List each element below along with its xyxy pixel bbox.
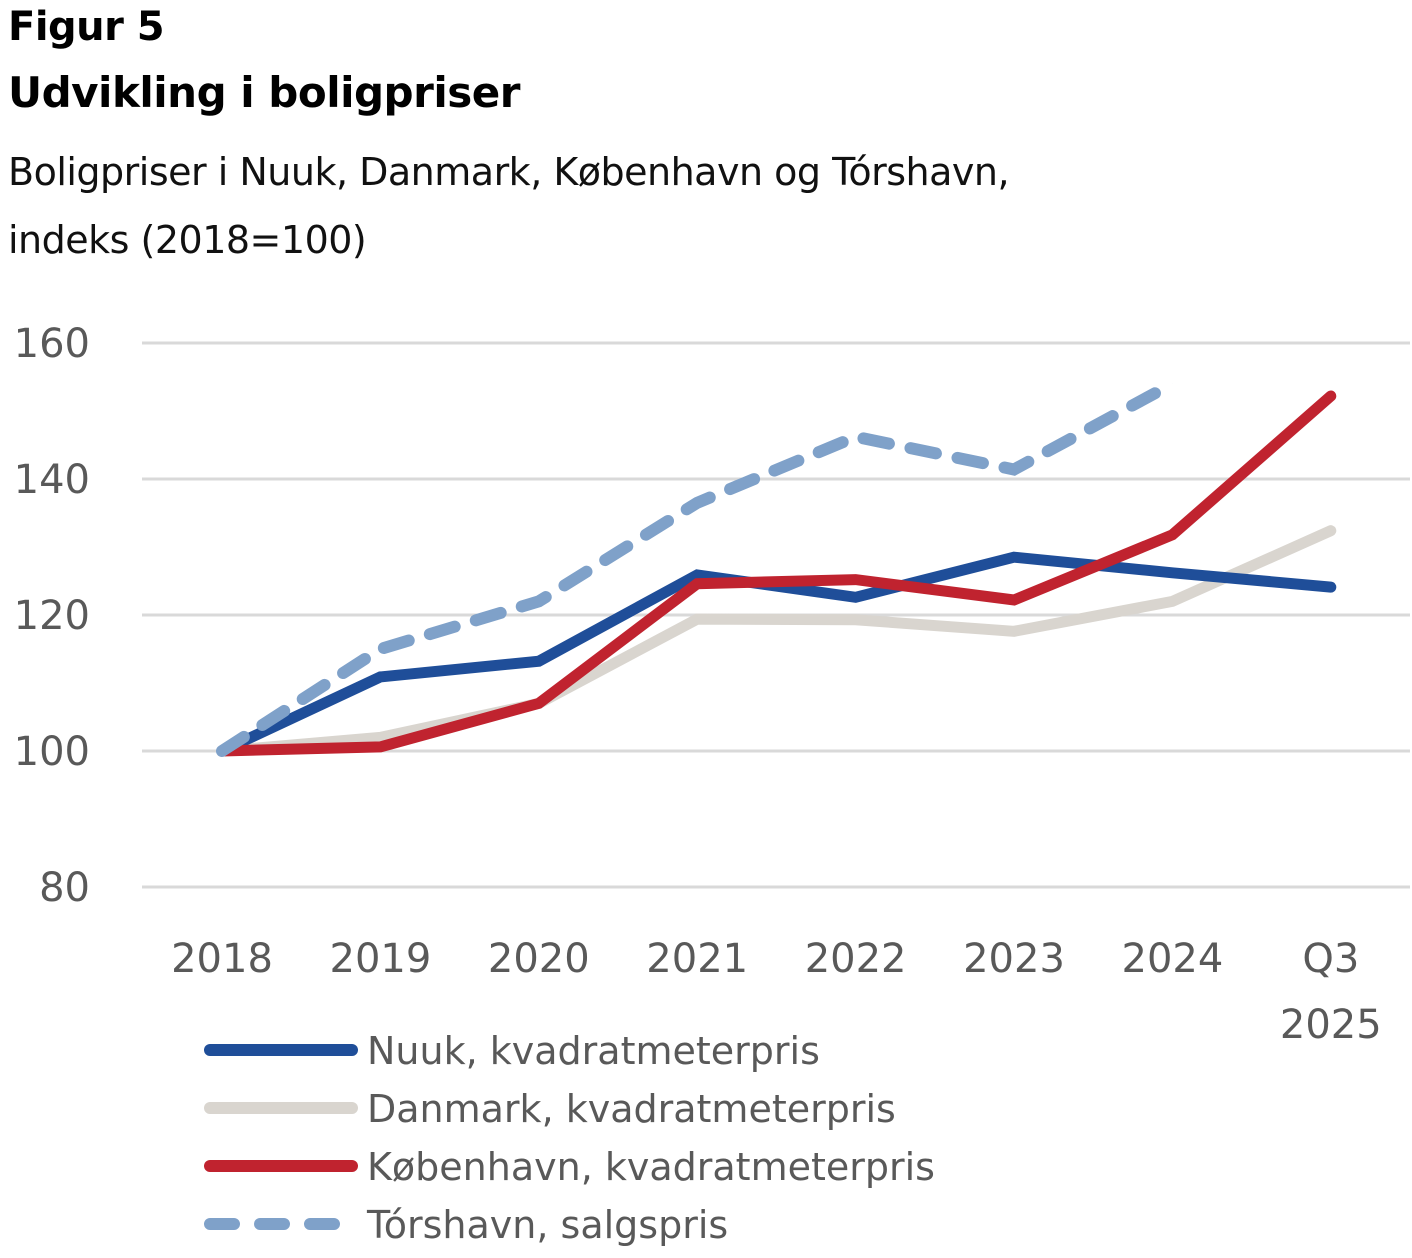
legend-label-3: Tórshavn, salgspris	[366, 1203, 728, 1247]
y-tick-label: 120	[14, 593, 90, 639]
x-axis: 2018 2019 2020 2021 2022 2023 2024 Q3 2025	[171, 936, 1382, 1048]
x-tick-label: 2023	[963, 936, 1065, 982]
y-tick-label: 80	[39, 865, 90, 911]
chart-title: Udvikling i boligpriser	[8, 68, 520, 117]
y-tick-label: 160	[14, 321, 90, 367]
subtitle-line-1: Boligpriser i Nuuk, Danmark, København o…	[8, 150, 1010, 194]
series-lines	[216, 377, 1337, 757]
figure-label: Figur 5	[8, 4, 165, 50]
x-tick-label: 2019	[330, 936, 432, 982]
chart-subtitle: Boligpriser i Nuuk, Danmark, København o…	[8, 138, 1208, 274]
x-tick-label: 2018	[171, 936, 273, 982]
y-tick-label: 140	[14, 457, 90, 503]
legend-label-2: København, kvadratmeterpris	[367, 1145, 935, 1189]
legend-label-0: Nuuk, kvadratmeterpris	[367, 1029, 820, 1073]
x-tick-label: 2024	[1122, 936, 1224, 982]
series-line-1	[216, 525, 1337, 757]
x-tick-label: Q3	[1302, 936, 1359, 982]
legend-label-1: Danmark, kvadratmeterpris	[367, 1087, 896, 1131]
series-line-2	[216, 390, 1337, 757]
x-tick-label: 2020	[488, 936, 590, 982]
subtitle-line-2: indeks (2018=100)	[8, 218, 367, 262]
y-axis: 80 100 120 140 160	[14, 321, 90, 911]
x-tick-label: 2021	[646, 936, 748, 982]
y-tick-label: 100	[14, 729, 90, 775]
series-line-3	[216, 377, 1179, 757]
legend: Nuuk, kvadratmeterpris Danmark, kvadratme…	[204, 1029, 935, 1247]
x-tick-label: 2025	[1280, 1002, 1382, 1048]
x-tick-label: 2022	[805, 936, 907, 982]
